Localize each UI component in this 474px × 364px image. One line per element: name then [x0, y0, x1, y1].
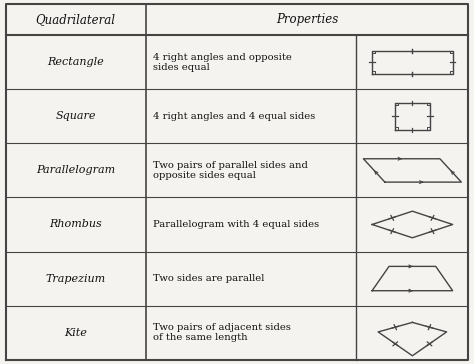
Text: Properties: Properties	[276, 13, 338, 26]
Text: 4 right angles and 4 equal sides: 4 right angles and 4 equal sides	[153, 112, 315, 121]
Text: Two sides are parallel: Two sides are parallel	[153, 274, 264, 283]
Text: Two pairs of parallel sides and
opposite sides equal: Two pairs of parallel sides and opposite…	[153, 161, 308, 180]
Text: Kite: Kite	[64, 328, 87, 337]
Text: Parallelogram: Parallelogram	[36, 166, 115, 175]
Text: Two pairs of adjacent sides
of the same length: Two pairs of adjacent sides of the same …	[153, 323, 291, 342]
Text: Quadrilateral: Quadrilateral	[36, 13, 116, 26]
Text: Rectangle: Rectangle	[47, 58, 104, 67]
Text: 4 right angles and opposite
sides equal: 4 right angles and opposite sides equal	[153, 53, 292, 72]
Text: Square: Square	[55, 111, 96, 121]
Text: Trapezium: Trapezium	[46, 274, 106, 284]
Text: Parallelogram with 4 equal sides: Parallelogram with 4 equal sides	[153, 220, 319, 229]
Text: Rhombus: Rhombus	[49, 219, 102, 229]
